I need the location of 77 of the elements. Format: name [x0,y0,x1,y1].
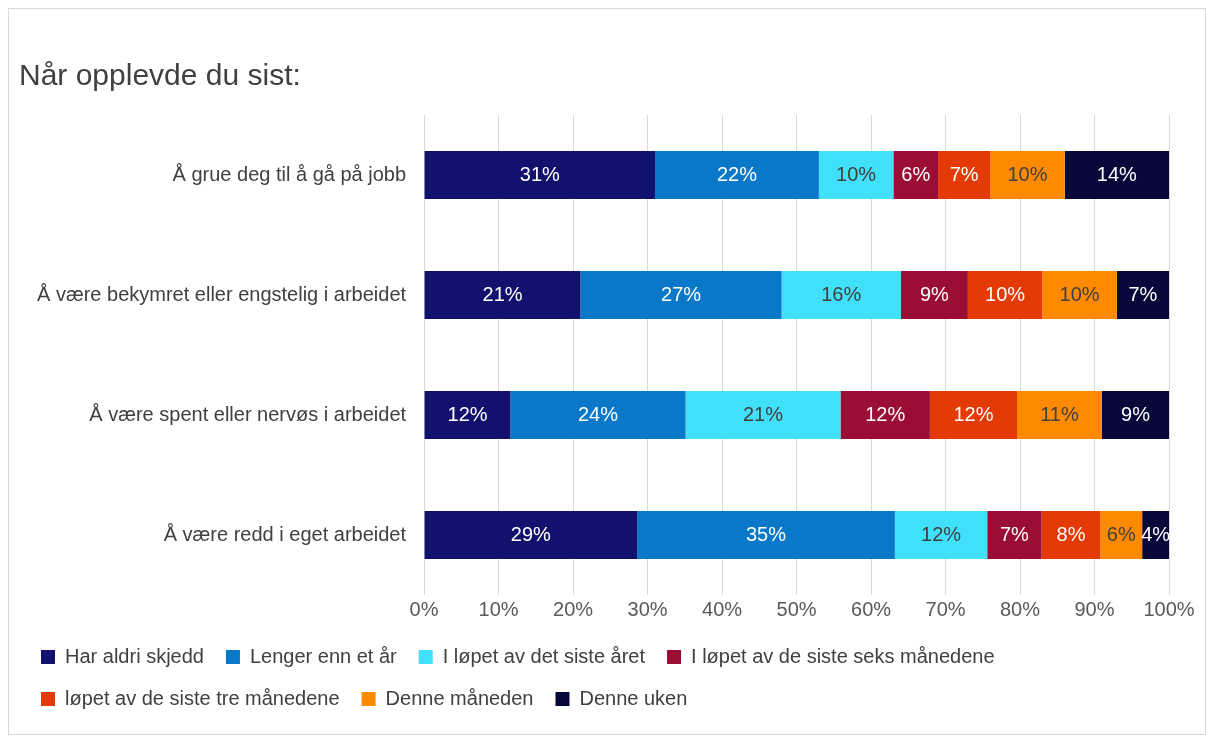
legend-label: I løpet av de siste seks månedene [691,644,995,667]
data-label: 9% [919,282,950,305]
bar [1064,151,1169,199]
x-tick-label: 80% [1000,597,1041,620]
bar [424,391,511,439]
legend-label: I løpet av det siste året [442,644,646,667]
x-tick-label: 90% [1074,597,1115,620]
data-label: 12% [447,402,488,425]
data-label: 7% [949,162,979,185]
x-tick-label: 10% [478,597,519,620]
bar [424,151,655,199]
x-tick-label: 70% [925,597,966,620]
data-label: 6% [1106,522,1136,545]
bar [1042,271,1117,319]
data-label: 12% [953,402,994,425]
data-label: 10% [1007,162,1048,185]
bar [1116,271,1169,319]
data-label: 10% [836,162,877,185]
data-label: 22% [716,162,758,185]
data-label: 9% [1121,402,1151,425]
bar [967,271,1043,319]
bar [818,151,894,199]
data-label: 35% [745,522,787,545]
data-label: 27% [661,282,702,305]
data-label: 6% [901,162,931,185]
y-tick-label: Å være spent eller nervøs i arbeidet [89,402,407,425]
legend-label: Denne måneden [385,686,534,709]
bar [580,271,782,319]
bar [900,271,968,319]
x-tick-label: 40% [702,597,743,620]
data-label: 12% [865,402,906,425]
x-tick-label: 50% [776,597,817,620]
bar [685,391,841,439]
bar [1041,511,1101,559]
bar [1017,391,1102,439]
data-label: 10% [985,282,1026,305]
bar [987,511,1042,559]
bar [424,271,581,319]
data-label: 7% [999,522,1030,545]
bar [894,511,988,559]
bar [1101,391,1169,439]
bar [637,511,895,559]
text: Når opplevde du sist: [19,58,301,92]
x-tick-label: 60% [851,597,892,620]
bar [424,511,638,559]
bar [840,391,930,439]
bar [781,271,901,319]
data-label: 11% [1040,402,1079,425]
bar [990,151,1065,199]
y-tick-label: Å være bekymret eller engstelig i arbeidet [37,282,407,305]
x-tick-label: 100% [1143,597,1195,620]
data-label: 29% [510,522,552,545]
x-tick-label: 20% [553,597,594,620]
x-tick-label: 0% [409,597,439,620]
data-label: 21% [482,282,523,305]
legend-label: Har aldri skjedd [65,644,204,667]
bar [654,151,819,199]
data-label: 16% [821,282,862,305]
legend-label: Denne uken [579,686,688,709]
legend-label: løpet av de siste tre månedene [65,686,340,709]
data-label: 10% [1059,282,1100,305]
data-label: 7% [1128,282,1158,305]
bar [893,151,939,199]
data-label: 8% [1056,522,1086,545]
y-tick-label: Å være redd i eget arbeidet [163,522,407,545]
x-tick-label: 30% [627,597,668,620]
bar [1100,511,1143,559]
bar [510,391,686,439]
data-label: 31% [519,162,561,185]
data-label: 12% [921,522,962,545]
y-tick-label: Å grue deg til å gå på jobb [172,162,407,185]
data-label: 24% [577,402,619,425]
bar [938,151,991,199]
data-label: 21% [742,402,784,425]
legend-label: Lenger enn et år [249,644,398,667]
bar [929,391,1018,439]
data-label: 14% [1096,162,1138,185]
